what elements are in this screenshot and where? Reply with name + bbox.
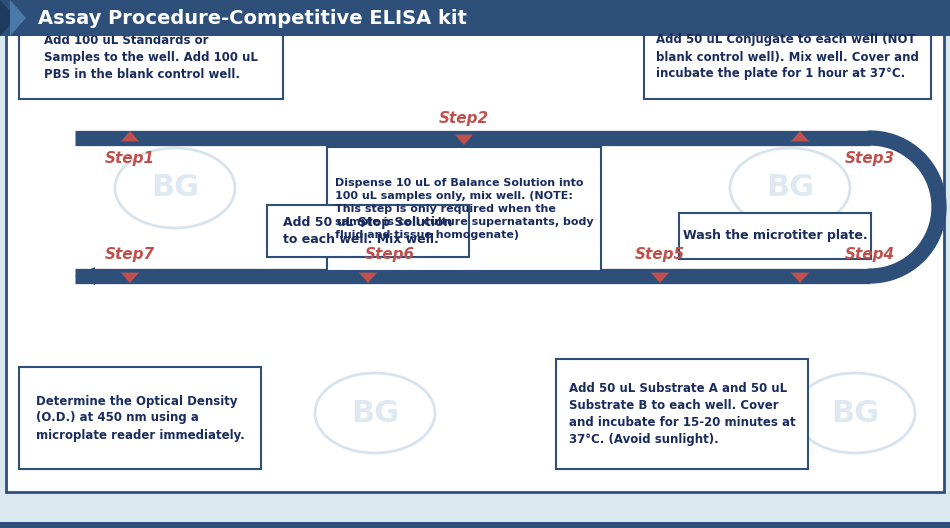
Text: Dispense 10 uL of Balance Solution into
100 uL samples only, mix well. (NOTE:
Th: Dispense 10 uL of Balance Solution into … xyxy=(334,177,594,240)
Text: Add 100 uL Standards or
Samples to the well. Add 100 uL
PBS in the blank control: Add 100 uL Standards or Samples to the w… xyxy=(44,33,258,80)
FancyBboxPatch shape xyxy=(556,359,808,469)
Text: BG: BG xyxy=(831,399,879,428)
Text: Step5: Step5 xyxy=(635,247,685,261)
FancyBboxPatch shape xyxy=(679,213,871,259)
FancyBboxPatch shape xyxy=(19,367,261,469)
Text: Step1: Step1 xyxy=(104,150,155,165)
Text: BG: BG xyxy=(91,399,139,428)
Text: BG: BG xyxy=(351,399,399,428)
Text: BG: BG xyxy=(766,174,814,203)
Text: BG: BG xyxy=(606,399,654,428)
Polygon shape xyxy=(121,131,139,142)
Text: Step4: Step4 xyxy=(845,247,895,261)
FancyBboxPatch shape xyxy=(327,147,601,271)
Text: BG: BG xyxy=(466,174,514,203)
FancyBboxPatch shape xyxy=(6,10,944,492)
FancyBboxPatch shape xyxy=(0,0,950,36)
FancyBboxPatch shape xyxy=(267,205,469,257)
Polygon shape xyxy=(651,272,669,283)
Text: Wash the microtiter plate.: Wash the microtiter plate. xyxy=(683,230,867,242)
Text: BG: BG xyxy=(151,174,200,203)
Text: Add 50 uL Stop Solution
to each well. Mix well.: Add 50 uL Stop Solution to each well. Mi… xyxy=(283,216,453,246)
FancyBboxPatch shape xyxy=(19,15,283,99)
Text: Assay Procedure-Competitive ELISA kit: Assay Procedure-Competitive ELISA kit xyxy=(38,8,466,27)
Text: Add 50 uL Substrate A and 50 uL
Substrate B to each well. Cover
and incubate for: Add 50 uL Substrate A and 50 uL Substrat… xyxy=(569,382,795,446)
Polygon shape xyxy=(75,267,95,285)
Polygon shape xyxy=(121,272,139,283)
Polygon shape xyxy=(359,272,377,283)
Polygon shape xyxy=(791,131,809,142)
FancyBboxPatch shape xyxy=(644,15,931,99)
Polygon shape xyxy=(791,272,809,283)
Polygon shape xyxy=(0,0,16,36)
Polygon shape xyxy=(10,0,26,36)
Text: Step7: Step7 xyxy=(104,247,155,261)
Text: Step6: Step6 xyxy=(365,247,415,261)
Text: Step3: Step3 xyxy=(845,150,895,165)
Text: Add 50 uL Conjugate to each well (NOT
blank control well). Mix well. Cover and
i: Add 50 uL Conjugate to each well (NOT bl… xyxy=(656,33,919,80)
Text: Determine the Optical Density
(O.D.) at 450 nm using a
microplate reader immedia: Determine the Optical Density (O.D.) at … xyxy=(36,394,244,441)
Polygon shape xyxy=(455,135,473,145)
Text: Step2: Step2 xyxy=(439,110,489,126)
FancyBboxPatch shape xyxy=(0,522,950,528)
Polygon shape xyxy=(0,0,465,36)
